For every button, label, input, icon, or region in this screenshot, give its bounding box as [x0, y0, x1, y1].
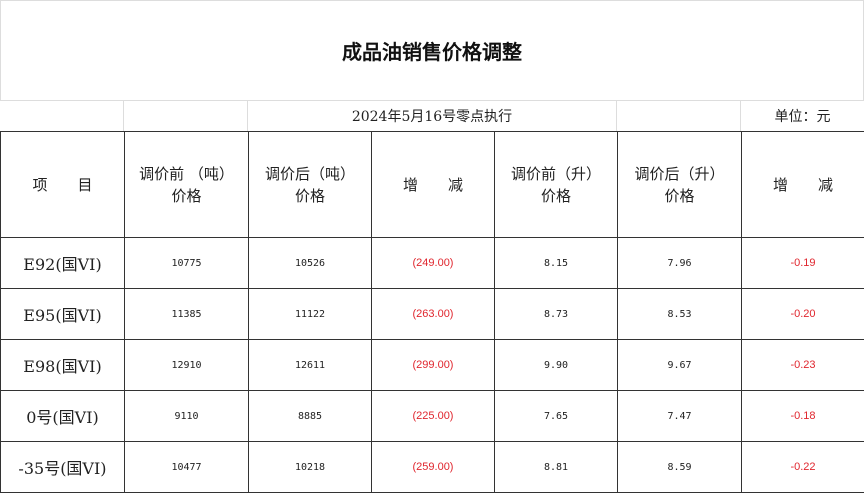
price-after-ton: 10526: [248, 237, 372, 289]
header-item: 项 目: [0, 131, 125, 238]
table-row: E92(国VI) 10775 10526 (249.00) 8.15 7.96 -0.19: [0, 237, 864, 289]
unit-label: 单位：元: [774, 108, 831, 125]
price-after-ton: 8885: [248, 390, 372, 442]
subheader-empty-cell: [124, 100, 248, 131]
product-name: -35号(国VI): [0, 441, 125, 493]
page-title: 成品油销售价格调整: [0, 0, 864, 101]
subheader-empty-cell: [617, 100, 741, 131]
subheader-empty-cell: [0, 100, 124, 131]
price-after-liter: 7.96: [617, 237, 742, 289]
change-liter: -0.23: [741, 339, 864, 391]
table-header-row: 项 目 调价前 （吨） 价格 调价后（吨） 价格 增 减 调价前（升） 价格 调价后（…: [0, 131, 864, 238]
price-before-ton: 10775: [124, 237, 249, 289]
price-before-ton: 9110: [124, 390, 249, 442]
product-name: E95(国VI): [0, 288, 125, 340]
price-before-liter: 8.81: [494, 441, 618, 493]
change-ton: (249.00): [371, 237, 495, 289]
price-after-ton: 12611: [248, 339, 372, 391]
header-price-before-liter: 调价前（升） 价格: [494, 131, 618, 238]
change-liter: -0.20: [741, 288, 864, 340]
price-after-ton: 10218: [248, 441, 372, 493]
table-row: -35号(国VI) 10477 10218 (259.00) 8.81 8.59 -0.22: [0, 441, 864, 493]
price-before-ton: 10477: [124, 441, 249, 493]
effective-date: 2024年5月16号零点执行: [248, 100, 617, 131]
change-liter: -0.22: [741, 441, 864, 493]
change-ton: (299.00): [371, 339, 495, 391]
price-before-ton: 12910: [124, 339, 249, 391]
product-name: E92(国VI): [0, 237, 125, 289]
price-after-liter: 9.67: [617, 339, 742, 391]
change-liter: -0.18: [741, 390, 864, 442]
header-change-liter: 增 减: [741, 131, 864, 238]
change-ton: (259.00): [371, 441, 495, 493]
header-price-after-ton: 调价后（吨） 价格: [248, 131, 372, 238]
change-ton: (263.00): [371, 288, 495, 340]
table-row: E98(国VI) 12910 12611 (299.00) 9.90 9.67 -0.23: [0, 339, 864, 391]
price-before-ton: 11385: [124, 288, 249, 340]
change-ton: (225.00): [371, 390, 495, 442]
price-table: 项 目 调价前 （吨） 价格 调价后（吨） 价格 增 减 调价前（升） 价格 调价后（…: [0, 131, 864, 493]
change-liter: -0.19: [741, 237, 864, 289]
price-before-liter: 8.73: [494, 288, 618, 340]
table-row: 0号(国VI) 9110 8885 (225.00) 7.65 7.47 -0.18: [0, 390, 864, 442]
price-before-liter: 8.15: [494, 237, 618, 289]
header-price-before-ton: 调价前 （吨） 价格: [124, 131, 249, 238]
price-after-liter: 8.59: [617, 441, 742, 493]
header-price-after-liter: 调价后（升） 价格: [617, 131, 742, 238]
price-before-liter: 9.90: [494, 339, 618, 391]
header-change-ton: 增 减: [371, 131, 495, 238]
price-before-liter: 7.65: [494, 390, 618, 442]
product-name: 0号(国VI): [0, 390, 125, 442]
price-after-liter: 7.47: [617, 390, 742, 442]
product-name: E98(国VI): [0, 339, 125, 391]
price-after-ton: 11122: [248, 288, 372, 340]
table-row: E95(国VI) 11385 11122 (263.00) 8.73 8.53 -0.20: [0, 288, 864, 340]
price-after-liter: 8.53: [617, 288, 742, 340]
